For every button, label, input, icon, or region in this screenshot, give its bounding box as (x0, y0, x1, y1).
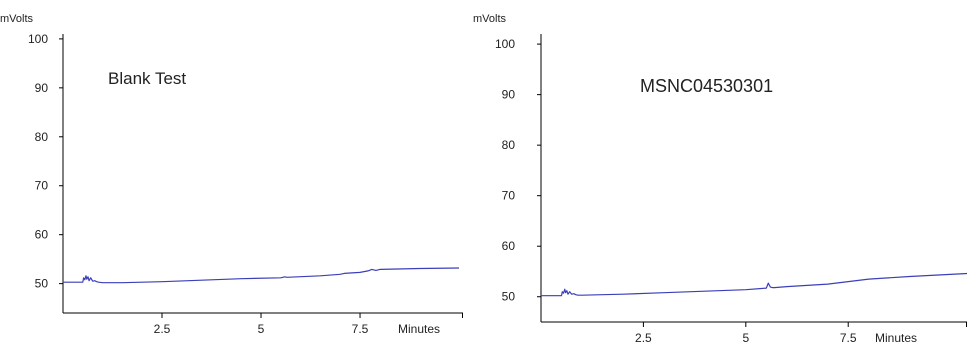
y-tick-label: 60 (35, 228, 49, 242)
y-tick-label: 100 (495, 37, 515, 51)
signal-trace (541, 272, 967, 297)
chart-panel-blank-test: 50 60 70 80 90 100 2.5 5 7.5 mVolts Minutes Blank T… (0, 13, 463, 336)
x-tick-label: 7.5 (840, 331, 857, 345)
y-tick-label: 70 (502, 189, 516, 203)
chart-panel-msnc04530301: 50 60 70 80 90 100 2.5 5 7.5 mVolts Minutes MSNC045… (473, 13, 967, 345)
y-tick-label: 90 (502, 88, 516, 102)
y-axis-label: mVolts (0, 13, 34, 25)
y-tick-label: 80 (502, 138, 516, 152)
x-tick-label: 7.5 (352, 322, 369, 336)
x-axis-label: Minutes (398, 322, 440, 336)
sample-annotation: MSNC04530301 (640, 76, 773, 96)
x-tick-label: 2.5 (154, 322, 171, 336)
y-tick-label: 90 (35, 81, 49, 95)
x-tick-label: 2.5 (635, 331, 652, 345)
x-axis-label: Minutes (875, 331, 917, 345)
y-tick-label: 50 (502, 290, 516, 304)
x-tick-label: 5 (742, 331, 749, 345)
y-tick-label: 60 (502, 239, 516, 253)
x-tick-label: 5 (258, 322, 265, 336)
signal-trace (63, 267, 460, 284)
y-tick-label: 80 (35, 130, 49, 144)
y-tick-label: 50 (35, 277, 49, 291)
sample-annotation: Blank Test (108, 69, 186, 88)
y-tick-label: 100 (28, 32, 48, 46)
y-tick-label: 70 (35, 179, 49, 193)
y-axis-label: mVolts (473, 13, 507, 25)
